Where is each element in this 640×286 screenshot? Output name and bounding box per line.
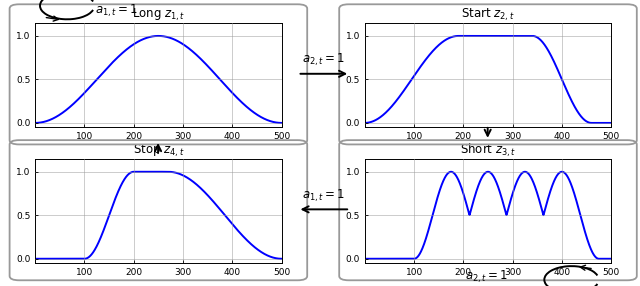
Text: $a_{2,t}=1$: $a_{2,t}=1$: [465, 269, 508, 285]
Text: $a_{1,t}=1$: $a_{1,t}=1$: [95, 3, 138, 19]
Title: Start $z_{2,t}$: Start $z_{2,t}$: [461, 7, 515, 23]
Text: $a_{1,t}=1$: $a_{1,t}=1$: [302, 187, 346, 204]
Title: Short $z_{3,t}$: Short $z_{3,t}$: [460, 141, 516, 159]
Text: $a_{2,t}=1$: $a_{2,t}=1$: [302, 52, 346, 68]
Title: Long $z_{1,t}$: Long $z_{1,t}$: [132, 7, 185, 23]
Title: Stop $z_{4,t}$: Stop $z_{4,t}$: [132, 142, 184, 159]
